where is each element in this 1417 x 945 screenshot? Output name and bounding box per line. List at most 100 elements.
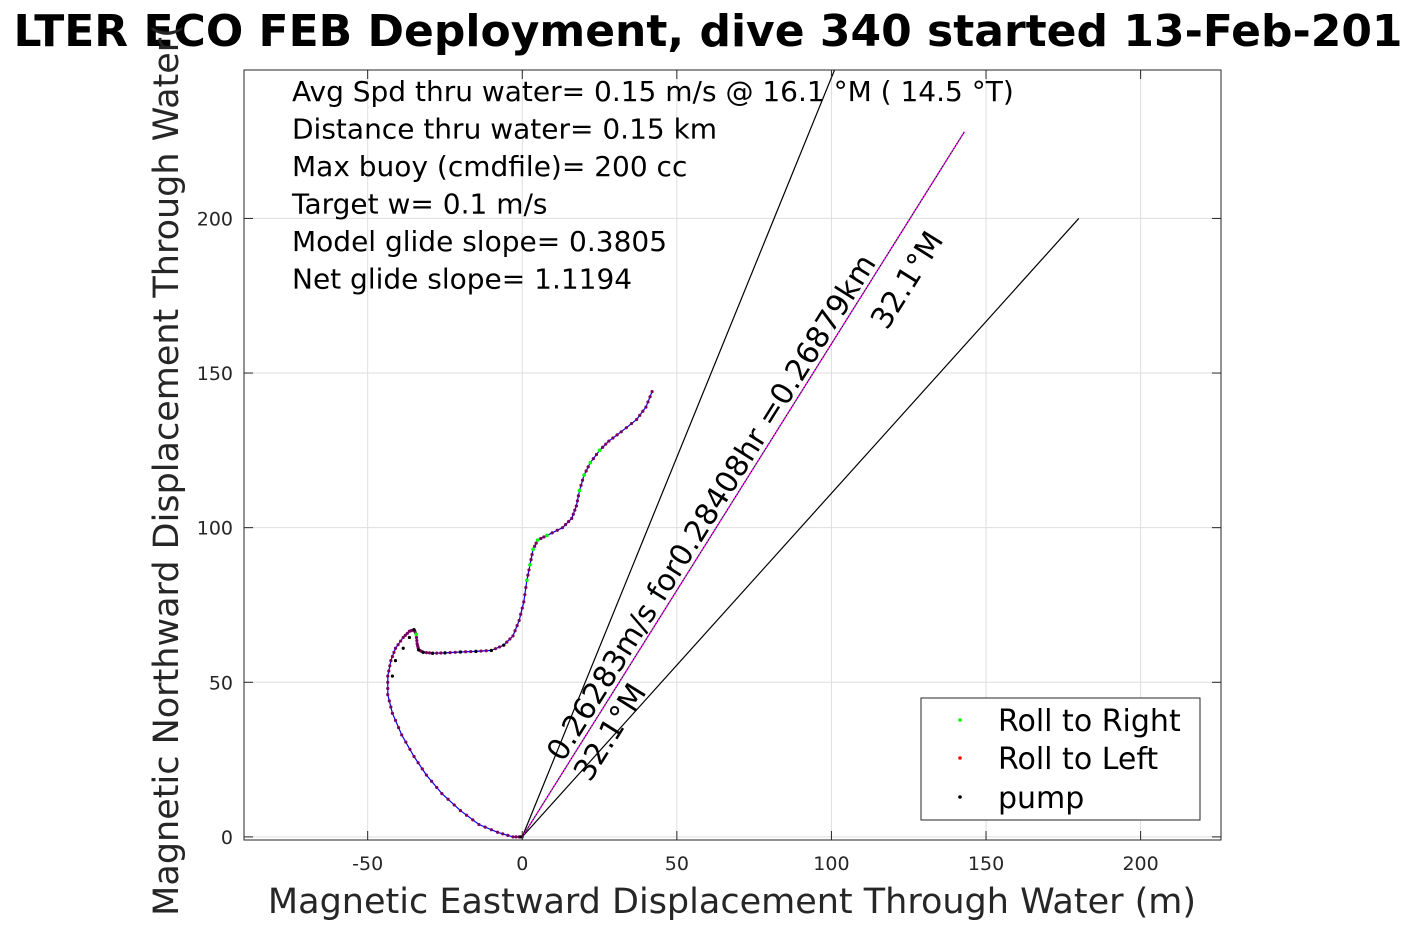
pump-point	[474, 649, 478, 653]
pump-point	[430, 651, 435, 655]
track-point	[527, 568, 531, 572]
track-point	[534, 541, 538, 545]
track-point	[523, 593, 527, 597]
x-tick-label: 200	[1122, 853, 1158, 875]
track-point	[424, 773, 429, 777]
annotation-line: Net glide slope= 1.1194	[292, 263, 632, 296]
track-point	[405, 631, 409, 635]
track-point	[526, 573, 530, 577]
legend-box	[920, 697, 1201, 821]
track-point	[453, 650, 457, 654]
roll-right-point	[577, 488, 582, 493]
track-point	[514, 835, 518, 839]
track-point	[586, 465, 590, 469]
x-tick-label: 150	[968, 853, 1004, 875]
track-point	[517, 618, 521, 623]
track-point	[469, 649, 473, 654]
roll-right-point	[582, 473, 586, 477]
track-point	[550, 531, 554, 535]
legend-marker-roll-right	[958, 718, 962, 722]
track-point	[604, 442, 608, 446]
track-point	[506, 833, 510, 837]
y-tick-label: 150	[197, 363, 233, 385]
track-point	[615, 433, 619, 437]
roll-right-point	[531, 547, 535, 552]
plot-frame	[243, 69, 1222, 841]
x-tick-label: 100	[813, 853, 849, 875]
roll-right-point	[535, 538, 540, 542]
roll-right-point	[414, 632, 419, 637]
track-point	[601, 445, 605, 449]
track-point	[386, 686, 390, 691]
track-point	[386, 674, 390, 678]
track-point	[388, 664, 392, 668]
track-point	[390, 711, 395, 715]
track-point	[579, 483, 583, 488]
track-point	[560, 526, 565, 530]
track-point	[624, 426, 628, 430]
track-point	[567, 519, 571, 524]
track-point	[404, 740, 408, 744]
y-axis-label: Magnetic Northward Displacement Through …	[147, 24, 187, 916]
track-point	[650, 390, 654, 394]
pump-point	[390, 674, 395, 678]
track-point	[420, 767, 424, 771]
roll-right-point	[597, 448, 602, 453]
annotation-line: Max buoy (cmdfile)= 200 cc	[292, 150, 687, 183]
track-point	[448, 651, 452, 655]
pump-point	[412, 628, 416, 632]
track-point	[644, 405, 648, 409]
track-point	[571, 512, 575, 516]
track-point	[387, 699, 391, 703]
track-point	[424, 651, 429, 655]
track-point	[497, 645, 502, 649]
track-point	[607, 439, 611, 443]
track-point	[463, 650, 468, 654]
track-point	[580, 478, 585, 482]
x-axis-label: Magnetic Eastward Displacement Through W…	[268, 882, 1196, 922]
track-point	[403, 633, 407, 637]
y-tick-label: 0	[221, 827, 233, 849]
track-point	[619, 430, 623, 434]
track-point	[563, 522, 568, 527]
track-point	[489, 828, 493, 832]
track-point	[591, 457, 595, 461]
track-point	[533, 544, 537, 548]
legend-label-pump: pump	[998, 781, 1084, 816]
track-point	[429, 779, 434, 783]
pump-point	[401, 646, 405, 650]
track-point	[524, 585, 528, 590]
grid-lines	[244, 70, 1221, 840]
track-point	[412, 754, 416, 759]
x-tick-label: -50	[352, 853, 383, 875]
track-point	[635, 417, 639, 422]
track-point	[641, 409, 645, 413]
legend: Roll to Right Roll to Left pump	[920, 697, 1201, 821]
track-point	[401, 635, 405, 640]
cone-lines	[521, 69, 1080, 838]
track-point	[471, 818, 475, 822]
track-point	[396, 726, 401, 730]
track-point	[386, 680, 390, 684]
track-point	[477, 822, 481, 827]
track-point	[446, 797, 450, 801]
track-point	[594, 452, 599, 457]
track-point	[396, 643, 400, 647]
track-point	[574, 504, 578, 508]
track-point	[539, 536, 543, 541]
annotation-line: Model glide slope= 0.3805	[292, 225, 667, 258]
pump-point	[458, 650, 463, 654]
track-point	[399, 639, 403, 643]
track-point	[573, 508, 577, 512]
x-tick-label: 50	[665, 853, 689, 875]
y-tick-label: 200	[197, 208, 233, 230]
x-tick-label: 0	[516, 853, 528, 875]
track-point	[555, 528, 559, 532]
track-point	[479, 649, 483, 653]
track-point	[638, 413, 642, 417]
pump-point	[393, 659, 398, 663]
pump-point	[519, 835, 523, 839]
current-vector-line	[521, 131, 965, 838]
track-point	[408, 747, 412, 751]
track-point	[513, 629, 517, 633]
